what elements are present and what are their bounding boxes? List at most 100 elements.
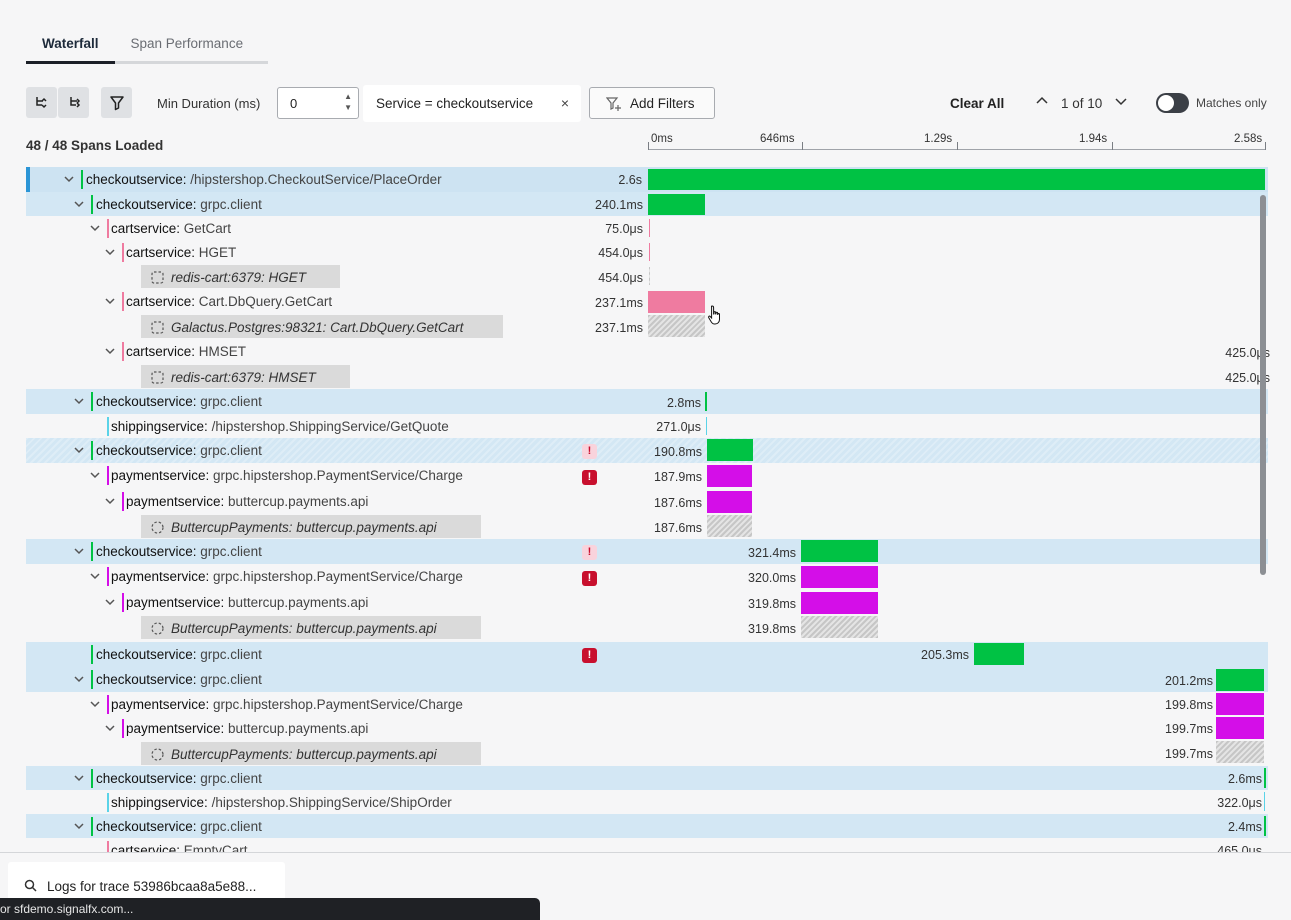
chevron-down-icon[interactable] xyxy=(105,496,115,506)
add-filters-button[interactable]: Add Filters xyxy=(589,87,715,119)
span-bar[interactable] xyxy=(707,439,753,461)
chevron-down-icon[interactable] xyxy=(74,396,84,406)
span-bar[interactable] xyxy=(707,491,752,513)
expand-all-button[interactable] xyxy=(26,87,57,118)
span-row[interactable]: ButtercupPayments: buttercup.payments.ap… xyxy=(26,514,1268,539)
span-bar[interactable] xyxy=(801,616,878,638)
view-tabs: Waterfall Span Performance xyxy=(26,28,268,64)
span-row[interactable]: paymentservice: buttercup.payments.api 1… xyxy=(26,716,1268,741)
chevron-down-icon[interactable] xyxy=(90,470,100,480)
collapse-all-button[interactable] xyxy=(58,87,89,118)
chevron-down-icon[interactable] xyxy=(105,723,115,733)
stepper-up-icon[interactable]: ▲ xyxy=(344,92,352,101)
chevron-down-icon[interactable] xyxy=(105,346,115,356)
matches-only-toggle[interactable] xyxy=(1156,93,1189,113)
chevron-down-icon[interactable] xyxy=(90,571,100,581)
span-row[interactable]: paymentservice: grpc.hipstershop.Payment… xyxy=(26,564,1268,590)
span-row[interactable]: cartservice: EmptyCart 465.0μs xyxy=(26,838,1268,852)
close-icon[interactable]: × xyxy=(560,95,569,111)
chevron-down-icon[interactable] xyxy=(64,174,74,184)
chevron-down-icon[interactable] xyxy=(74,546,84,556)
span-row[interactable]: checkoutservice: /hipstershop.CheckoutSe… xyxy=(26,167,1268,192)
span-label: cartservice: HMSET xyxy=(126,344,247,359)
span-bar[interactable] xyxy=(974,643,1024,665)
span-row[interactable]: cartservice: Cart.DbQuery.GetCart 237.1m… xyxy=(26,289,1268,314)
chevron-down-icon[interactable] xyxy=(105,296,115,306)
divider xyxy=(0,852,1291,853)
service-color-bar xyxy=(107,695,109,714)
span-bar[interactable] xyxy=(1264,816,1266,836)
chevron-down-icon[interactable] xyxy=(1115,96,1127,108)
span-bar[interactable] xyxy=(648,291,705,313)
waterfall-scrollbar[interactable] xyxy=(1260,195,1266,575)
span-bar[interactable] xyxy=(1216,717,1264,739)
span-bar[interactable] xyxy=(649,267,650,285)
span-row[interactable]: checkoutservice: grpc.client 240.1ms xyxy=(26,192,1268,216)
span-bar[interactable] xyxy=(648,315,705,337)
span-bar[interactable] xyxy=(648,194,705,215)
stepper-down-icon[interactable]: ▼ xyxy=(344,103,352,112)
chevron-up-icon[interactable] xyxy=(1036,94,1048,106)
span-bar[interactable] xyxy=(649,219,650,237)
span-bar[interactable] xyxy=(801,592,878,614)
service-filter-chip: Service = checkoutservice × xyxy=(363,85,581,122)
browser-status-bar: or sfdemo.signalfx.com... xyxy=(0,898,540,920)
span-label: checkoutservice: grpc.client xyxy=(96,819,262,834)
span-row[interactable]: ButtercupPayments: buttercup.payments.ap… xyxy=(26,615,1268,640)
span-row[interactable]: checkoutservice: grpc.client 2.6ms xyxy=(26,766,1268,790)
span-row[interactable]: shippingservice: /hipstershop.ShippingSe… xyxy=(26,790,1268,814)
span-row[interactable]: checkoutservice: grpc.client ! 205.3ms xyxy=(26,642,1268,667)
min-duration-input[interactable]: 0 ▲ ▼ xyxy=(277,87,359,119)
filter-button[interactable] xyxy=(101,87,132,118)
chevron-down-icon[interactable] xyxy=(105,247,115,257)
span-row[interactable]: ButtercupPayments: buttercup.payments.ap… xyxy=(26,741,1268,765)
span-bar[interactable] xyxy=(1216,693,1264,715)
span-row[interactable]: checkoutservice: grpc.client 201.2ms xyxy=(26,667,1268,692)
span-row[interactable]: checkoutservice: grpc.client ! 190.8ms xyxy=(26,438,1268,463)
span-row[interactable]: Galactus.Postgres:98321: Cart.DbQuery.Ge… xyxy=(26,314,1268,339)
clear-all-button[interactable]: Clear All xyxy=(950,96,1005,111)
chevron-down-icon[interactable] xyxy=(74,773,84,783)
span-bar[interactable] xyxy=(801,540,878,562)
error-icon: ! xyxy=(582,648,597,663)
span-row[interactable]: checkoutservice: grpc.client 2.4ms xyxy=(26,814,1268,838)
chevron-down-icon[interactable] xyxy=(74,199,84,209)
span-bar[interactable] xyxy=(705,392,707,411)
tick-mark xyxy=(957,142,958,150)
tick-mark xyxy=(648,142,649,150)
span-row[interactable]: cartservice: HMSET 425.0μs xyxy=(26,339,1270,364)
span-bar[interactable] xyxy=(707,515,752,537)
span-bar[interactable] xyxy=(801,566,878,588)
span-bar[interactable] xyxy=(707,465,752,487)
chevron-down-icon[interactable] xyxy=(74,821,84,831)
span-row[interactable]: checkoutservice: grpc.client 2.8ms xyxy=(26,389,1268,414)
chevron-down-icon[interactable] xyxy=(90,223,100,233)
span-row[interactable]: shippingservice: /hipstershop.ShippingSe… xyxy=(26,414,1268,438)
tab-span-performance[interactable]: Span Performance xyxy=(130,36,244,51)
span-label: paymentservice: grpc.hipstershop.Payment… xyxy=(111,468,463,483)
span-row[interactable]: paymentservice: buttercup.payments.api 3… xyxy=(26,590,1268,615)
dashed-square-icon xyxy=(151,371,164,384)
span-row[interactable]: paymentservice: grpc.hipstershop.Payment… xyxy=(26,463,1268,489)
duration-stepper[interactable]: ▲ ▼ xyxy=(344,91,352,113)
tab-waterfall[interactable]: Waterfall xyxy=(26,28,115,64)
span-row[interactable]: cartservice: HGET 454.0μs xyxy=(26,240,1268,264)
span-row[interactable]: cartservice: GetCart 75.0μs xyxy=(26,216,1268,240)
span-row[interactable]: paymentservice: grpc.hipstershop.Payment… xyxy=(26,692,1268,716)
span-bar[interactable] xyxy=(1216,741,1264,763)
service-color-bar xyxy=(91,542,93,561)
span-bar[interactable] xyxy=(649,243,650,261)
span-bar[interactable] xyxy=(1216,669,1264,691)
span-row[interactable]: redis-cart:6379: HGET 454.0μs xyxy=(26,264,1268,289)
span-bar[interactable] xyxy=(1264,792,1265,811)
span-bar[interactable] xyxy=(1264,768,1266,788)
span-bar[interactable] xyxy=(648,169,1265,190)
chevron-down-icon[interactable] xyxy=(105,597,115,607)
chevron-down-icon[interactable] xyxy=(74,445,84,455)
span-row[interactable]: checkoutservice: grpc.client ! 321.4ms xyxy=(26,539,1268,564)
span-bar[interactable] xyxy=(706,417,707,435)
span-row[interactable]: redis-cart:6379: HMSET 425.0μs xyxy=(26,364,1270,389)
chevron-down-icon[interactable] xyxy=(74,674,84,684)
span-row[interactable]: paymentservice: buttercup.payments.api 1… xyxy=(26,489,1268,514)
chevron-down-icon[interactable] xyxy=(90,699,100,709)
